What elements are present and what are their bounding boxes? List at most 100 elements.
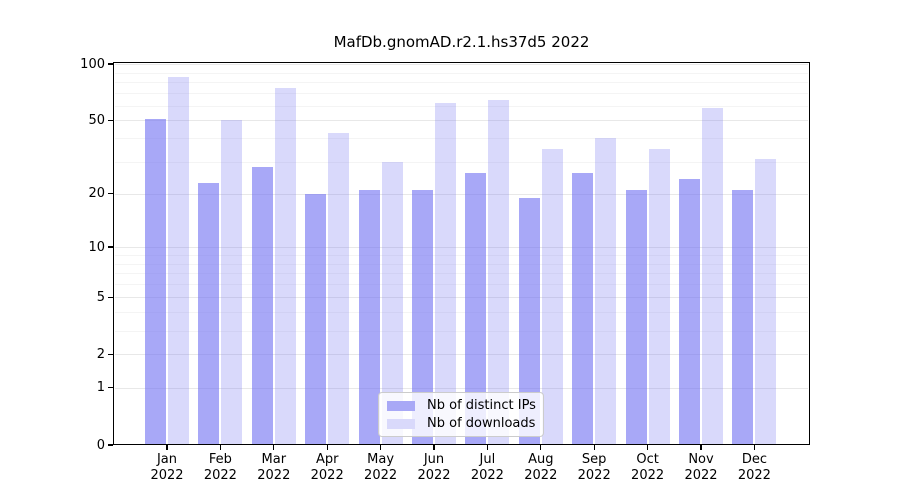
legend: Nb of distinct IPs Nb of downloads <box>378 392 544 437</box>
y-tick-mark <box>108 353 113 355</box>
y-tick-mark <box>108 387 113 389</box>
major-gridline <box>115 64 808 65</box>
x-tick-month: Jun <box>423 452 445 467</box>
x-tick-mark <box>433 445 435 450</box>
legend-label-downloads: Nb of downloads <box>427 416 536 431</box>
major-gridline <box>115 387 808 389</box>
x-tick-mark <box>647 445 649 450</box>
y-tick-label: 100 <box>80 56 105 72</box>
x-tick-month: Oct <box>636 452 659 467</box>
x-tick-mark <box>219 445 222 450</box>
bar-downloads <box>595 138 617 445</box>
x-tick-mark <box>166 445 168 450</box>
x-tick-month: Dec <box>741 452 767 467</box>
bar-distinct-ips <box>572 172 594 445</box>
y-tick-mark <box>108 63 113 65</box>
minor-gridline <box>115 82 808 84</box>
x-tick-month: Feb <box>208 452 232 467</box>
bar-downloads <box>328 132 350 445</box>
x-tick-month: Aug <box>528 452 554 467</box>
x-tick-label: Aug 2022 <box>509 452 573 484</box>
x-tick-month: Jul <box>479 452 496 467</box>
chart-title: MafDb.gnomAD.r2.1.hs37d5 2022 <box>333 33 590 51</box>
minor-gridline <box>115 93 808 95</box>
bar-downloads <box>435 103 456 445</box>
minor-gridline <box>115 105 808 107</box>
bar-downloads <box>168 77 189 445</box>
x-tick-year: 2022 <box>737 468 771 483</box>
x-tick-mark <box>593 445 595 450</box>
bar-distinct-ips <box>465 172 487 445</box>
x-tick-mark <box>540 445 542 450</box>
x-tick-year: 2022 <box>417 468 451 483</box>
x-tick-label: Feb 2022 <box>188 452 252 484</box>
minor-gridline <box>115 312 808 314</box>
x-tick-year: 2022 <box>684 468 718 483</box>
x-tick-label: Jan 2022 <box>135 452 199 484</box>
x-tick-mark <box>486 445 489 450</box>
x-tick-month: Jan <box>156 452 178 467</box>
x-tick-label: Oct 2022 <box>616 452 680 484</box>
bar-distinct-ips <box>358 189 380 445</box>
bar-downloads <box>702 108 723 445</box>
x-tick-year: 2022 <box>203 468 237 483</box>
x-tick-year: 2022 <box>150 468 184 483</box>
minor-gridline <box>115 138 808 140</box>
bar-distinct-ips <box>251 167 273 445</box>
y-tick-mark <box>108 296 113 298</box>
bar-distinct-ips <box>145 118 166 445</box>
x-tick-label: May 2022 <box>349 452 413 484</box>
legend-item-distinct-ips: Nb of distinct IPs <box>387 398 536 413</box>
x-tick-label: Dec 2022 <box>722 452 786 484</box>
minor-gridline <box>115 263 808 265</box>
bar-downloads <box>755 158 777 445</box>
x-tick-mark <box>326 445 328 450</box>
minor-gridline <box>115 330 808 332</box>
y-tick-label: 2 <box>96 346 105 362</box>
legend-label-distinct-ips: Nb of distinct IPs <box>427 398 536 413</box>
major-gridline <box>115 193 808 195</box>
x-tick-month: Nov <box>688 452 714 467</box>
legend-item-downloads: Nb of downloads <box>387 416 535 431</box>
y-tick-label: 0 <box>96 437 105 453</box>
x-tick-label: Mar 2022 <box>242 452 306 484</box>
y-tick-label: 50 <box>88 112 105 128</box>
bar-downloads <box>541 149 563 445</box>
y-tick-mark <box>108 444 113 446</box>
x-tick-mark <box>700 445 702 450</box>
x-tick-mark <box>753 445 756 450</box>
bar-distinct-ips <box>518 197 540 445</box>
bar-downloads <box>274 87 296 445</box>
y-tick-label: 5 <box>96 289 105 305</box>
x-tick-year: 2022 <box>470 468 504 483</box>
x-tick-year: 2022 <box>364 468 398 483</box>
x-tick-label: Apr 2022 <box>295 452 359 484</box>
x-tick-year: 2022 <box>524 468 558 483</box>
minor-gridline <box>115 284 808 286</box>
x-tick-month: Apr <box>315 452 339 467</box>
x-tick-label: Sep 2022 <box>562 452 626 484</box>
x-tick-year: 2022 <box>257 468 291 483</box>
major-gridline <box>115 120 808 122</box>
y-tick-label: 20 <box>88 186 105 202</box>
y-tick-label: 10 <box>88 239 105 255</box>
y-tick-mark <box>108 119 113 122</box>
minor-gridline <box>115 273 808 275</box>
bar-distinct-ips <box>679 179 700 445</box>
x-tick-year: 2022 <box>577 468 611 483</box>
bar-distinct-ips <box>412 189 433 445</box>
x-tick-month: Sep <box>581 452 607 467</box>
bar-distinct-ips <box>305 193 327 445</box>
minor-gridline <box>115 72 808 74</box>
y-tick-mark <box>108 246 113 248</box>
minor-gridline <box>115 254 808 256</box>
minor-gridline <box>115 161 808 163</box>
x-tick-mark <box>380 445 382 450</box>
bar-distinct-ips <box>732 189 754 445</box>
x-tick-year: 2022 <box>310 468 344 483</box>
y-tick-label: 1 <box>96 380 105 396</box>
bar-downloads <box>648 149 670 445</box>
x-tick-year: 2022 <box>631 468 665 483</box>
x-tick-label: Nov 2022 <box>669 452 733 484</box>
